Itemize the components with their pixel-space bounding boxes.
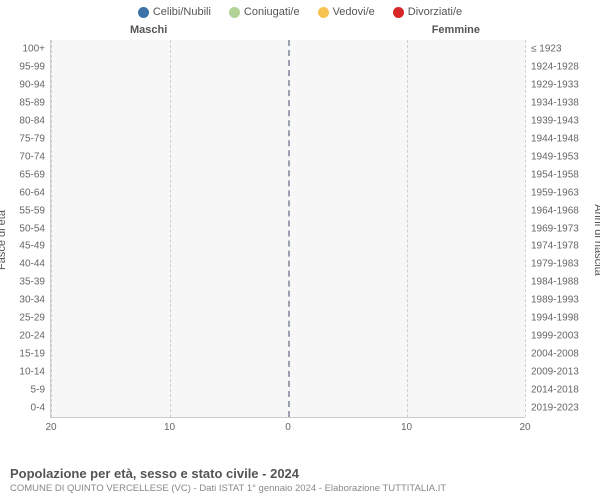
x-tick-label: 10 xyxy=(401,422,412,433)
pyramid-row xyxy=(51,273,525,291)
birth-year-label: ≤ 1923 xyxy=(531,43,593,54)
birth-year-label: 2019-2023 xyxy=(531,403,593,414)
pyramid-row xyxy=(51,291,525,309)
birth-year-label: 2004-2008 xyxy=(531,349,593,360)
birth-year-label: 1954-1958 xyxy=(531,169,593,180)
legend-dot-coniugati xyxy=(229,7,240,18)
age-label: 5-9 xyxy=(7,385,45,396)
birth-year-label: 1949-1953 xyxy=(531,151,593,162)
caption: Popolazione per età, sesso e stato civil… xyxy=(10,466,446,494)
age-label: 40-44 xyxy=(7,259,45,270)
legend-item: Vedovi/e xyxy=(318,6,375,18)
legend-dot-divorziati xyxy=(393,7,404,18)
birth-year-label: 1984-1988 xyxy=(531,277,593,288)
pyramid-row xyxy=(51,40,525,58)
header-male: Maschi xyxy=(130,24,167,36)
age-label: 80-84 xyxy=(7,115,45,126)
birth-year-label: 1989-1993 xyxy=(531,295,593,306)
header-female: Femmine xyxy=(432,24,480,36)
birth-year-label: 1959-1963 xyxy=(531,187,593,198)
birth-year-label: 1994-1998 xyxy=(531,313,593,324)
birth-year-label: 2014-2018 xyxy=(531,385,593,396)
age-label: 20-24 xyxy=(7,331,45,342)
caption-title: Popolazione per età, sesso e stato civil… xyxy=(10,466,446,481)
age-label: 15-19 xyxy=(7,349,45,360)
birth-year-label: 1979-1983 xyxy=(531,259,593,270)
age-label: 65-69 xyxy=(7,169,45,180)
legend-item: Celibi/Nubili xyxy=(138,6,211,18)
age-label: 25-29 xyxy=(7,313,45,324)
legend-label: Divorziati/e xyxy=(408,6,462,18)
birth-year-label: 2009-2013 xyxy=(531,367,593,378)
birth-year-label: 1934-1938 xyxy=(531,97,593,108)
x-tick-label: 0 xyxy=(285,422,291,433)
pyramid-row xyxy=(51,202,525,220)
legend-label: Coniugati/e xyxy=(244,6,300,18)
age-label: 90-94 xyxy=(7,79,45,90)
age-label: 70-74 xyxy=(7,151,45,162)
pyramid-row xyxy=(51,309,525,327)
age-label: 30-34 xyxy=(7,295,45,306)
pyramid-row xyxy=(51,112,525,130)
pyramid-row xyxy=(51,327,525,345)
age-label: 100+ xyxy=(7,43,45,54)
birth-year-label: 1964-1968 xyxy=(531,205,593,216)
age-label: 60-64 xyxy=(7,187,45,198)
pyramid-row xyxy=(51,345,525,363)
age-label: 45-49 xyxy=(7,241,45,252)
x-tick-label: 20 xyxy=(519,422,530,433)
pyramid-row xyxy=(51,220,525,238)
pyramid-row xyxy=(51,58,525,76)
birth-year-label: 1939-1943 xyxy=(531,115,593,126)
legend-label: Vedovi/e xyxy=(333,6,375,18)
pyramid-row xyxy=(51,363,525,381)
pyramid-row xyxy=(51,184,525,202)
chart-area: Fasce di età Anni di nascita 20100102010… xyxy=(0,40,600,440)
pyramid-row xyxy=(51,255,525,273)
age-label: 35-39 xyxy=(7,277,45,288)
pyramid-row xyxy=(51,237,525,255)
legend-item: Divorziati/e xyxy=(393,6,462,18)
pyramid-row xyxy=(51,381,525,399)
legend-dot-celibi xyxy=(138,7,149,18)
legend-item: Coniugati/e xyxy=(229,6,300,18)
x-tick-label: 10 xyxy=(164,422,175,433)
birth-year-label: 1974-1978 xyxy=(531,241,593,252)
legend: Celibi/Nubili Coniugati/e Vedovi/e Divor… xyxy=(0,0,600,20)
pyramid-row xyxy=(51,148,525,166)
birth-year-label: 1924-1928 xyxy=(531,61,593,72)
pyramid-row xyxy=(51,399,525,417)
birth-year-label: 1999-2003 xyxy=(531,331,593,342)
pyramid-row xyxy=(51,130,525,148)
birth-year-label: 1969-1973 xyxy=(531,223,593,234)
age-label: 75-79 xyxy=(7,133,45,144)
birth-year-label: 1929-1933 xyxy=(531,79,593,90)
legend-label: Celibi/Nubili xyxy=(153,6,211,18)
legend-dot-vedovi xyxy=(318,7,329,18)
x-tick-label: 20 xyxy=(45,422,56,433)
age-label: 0-4 xyxy=(7,403,45,414)
plot: 201001020100+≤ 192395-991924-192890-9419… xyxy=(50,40,525,418)
age-label: 55-59 xyxy=(7,205,45,216)
y-axis-right-title: Anni di nascita xyxy=(592,204,600,276)
pyramid-row xyxy=(51,166,525,184)
age-label: 85-89 xyxy=(7,97,45,108)
age-label: 10-14 xyxy=(7,367,45,378)
pyramid-row xyxy=(51,94,525,112)
age-label: 95-99 xyxy=(7,61,45,72)
grid-line xyxy=(525,40,526,417)
age-label: 50-54 xyxy=(7,223,45,234)
birth-year-label: 1944-1948 xyxy=(531,133,593,144)
caption-sub: COMUNE DI QUINTO VERCELLESE (VC) - Dati … xyxy=(10,483,446,494)
pyramid-row xyxy=(51,76,525,94)
